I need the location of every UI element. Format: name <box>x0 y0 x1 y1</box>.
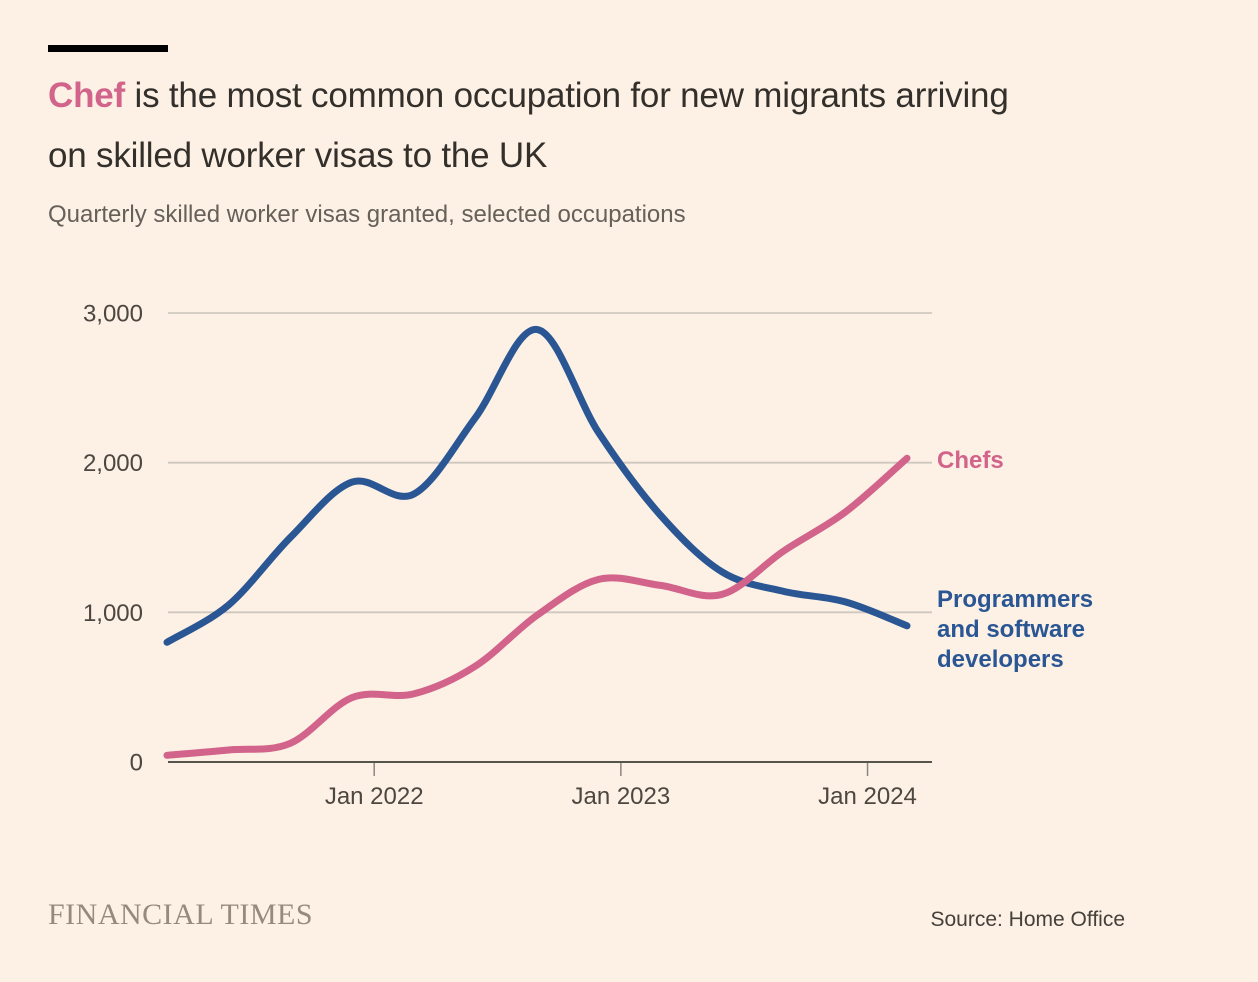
y-axis-label-3000: 3,000 <box>83 301 143 328</box>
y-axis-label-0: 0 <box>130 750 143 777</box>
source-note: Source: Home Office <box>930 908 1125 931</box>
series-label-programmers: Programmers and software developers <box>937 586 1094 673</box>
y-axis-label-2000: 2,000 <box>83 450 143 477</box>
page-title-rest: is the most common occupation for new mi… <box>48 76 1009 175</box>
chart-subtitle: Quarterly skilled worker visas granted, … <box>48 201 686 228</box>
ft-logo: FINANCIAL TIMES <box>48 898 314 931</box>
series-line-chefs <box>163 454 911 759</box>
page-title-accent: Chef <box>48 76 125 115</box>
series-line-programmers <box>163 326 911 646</box>
x-axis-label-Jan-2023: Jan 2023 <box>571 783 670 810</box>
x-axis-label-Jan-2024: Jan 2024 <box>818 783 917 810</box>
y-axis-label-1000: 1,000 <box>83 600 143 627</box>
page-title: Chef is the most common occupation for n… <box>48 66 1038 186</box>
x-axis-label-Jan-2022: Jan 2022 <box>325 783 424 810</box>
accent-bar <box>48 45 168 52</box>
series-label-chefs: Chefs <box>937 447 1004 474</box>
